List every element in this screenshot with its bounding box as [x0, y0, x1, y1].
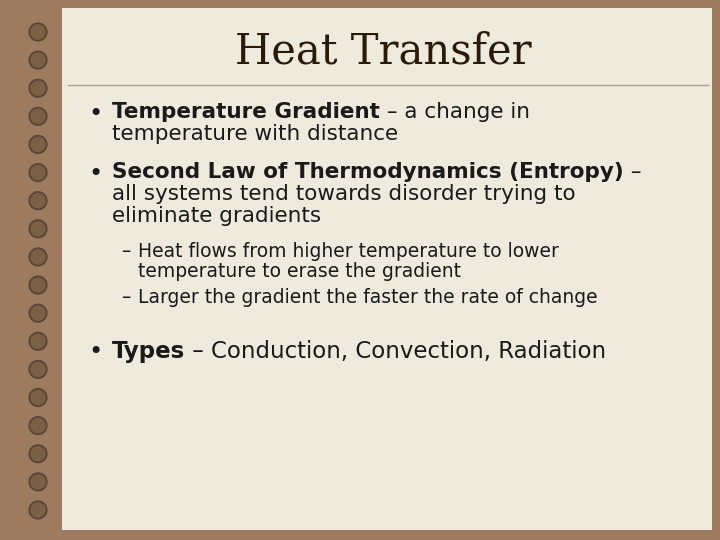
Circle shape [27, 359, 49, 380]
FancyBboxPatch shape [62, 8, 712, 530]
Text: •: • [89, 162, 103, 186]
Text: all systems tend towards disorder trying to: all systems tend towards disorder trying… [112, 184, 575, 204]
Circle shape [27, 77, 49, 99]
Circle shape [27, 218, 49, 240]
Circle shape [31, 250, 45, 264]
Circle shape [31, 222, 45, 236]
Circle shape [31, 166, 45, 180]
Circle shape [27, 471, 49, 493]
Circle shape [27, 443, 49, 465]
Text: •: • [89, 102, 103, 126]
Circle shape [31, 194, 45, 208]
Text: Types: Types [112, 340, 185, 363]
Text: Temperature Gradient: Temperature Gradient [112, 102, 380, 122]
Circle shape [27, 133, 49, 156]
Text: –: – [122, 242, 130, 261]
Text: eliminate gradients: eliminate gradients [112, 206, 321, 226]
Circle shape [27, 499, 49, 521]
Circle shape [31, 503, 45, 517]
Circle shape [27, 246, 49, 268]
Circle shape [31, 110, 45, 123]
Text: –: – [122, 288, 130, 307]
Text: Larger the gradient the faster the rate of change: Larger the gradient the faster the rate … [138, 288, 598, 307]
Circle shape [31, 306, 45, 320]
Circle shape [27, 21, 49, 43]
Circle shape [31, 25, 45, 39]
Circle shape [31, 362, 45, 376]
Text: temperature with distance: temperature with distance [112, 124, 398, 144]
Text: Heat flows from higher temperature to lower: Heat flows from higher temperature to lo… [138, 242, 559, 261]
Circle shape [27, 161, 49, 184]
Circle shape [31, 475, 45, 489]
Circle shape [27, 190, 49, 212]
Text: •: • [89, 340, 103, 364]
Circle shape [31, 53, 45, 67]
Circle shape [27, 415, 49, 437]
Circle shape [31, 418, 45, 433]
Circle shape [31, 81, 45, 95]
Circle shape [27, 105, 49, 127]
Text: Second Law of Thermodynamics (Entropy): Second Law of Thermodynamics (Entropy) [112, 162, 624, 182]
Circle shape [27, 49, 49, 71]
Circle shape [31, 390, 45, 404]
Text: –: – [624, 162, 642, 182]
Text: – a change in: – a change in [380, 102, 530, 122]
Circle shape [27, 387, 49, 409]
Circle shape [27, 302, 49, 324]
Circle shape [27, 274, 49, 296]
Circle shape [31, 138, 45, 152]
Circle shape [31, 334, 45, 348]
Circle shape [31, 447, 45, 461]
Circle shape [31, 278, 45, 292]
Text: – Conduction, Convection, Radiation: – Conduction, Convection, Radiation [185, 340, 606, 363]
Text: temperature to erase the gradient: temperature to erase the gradient [138, 262, 461, 281]
Circle shape [27, 330, 49, 352]
Text: Heat Transfer: Heat Transfer [235, 31, 531, 73]
